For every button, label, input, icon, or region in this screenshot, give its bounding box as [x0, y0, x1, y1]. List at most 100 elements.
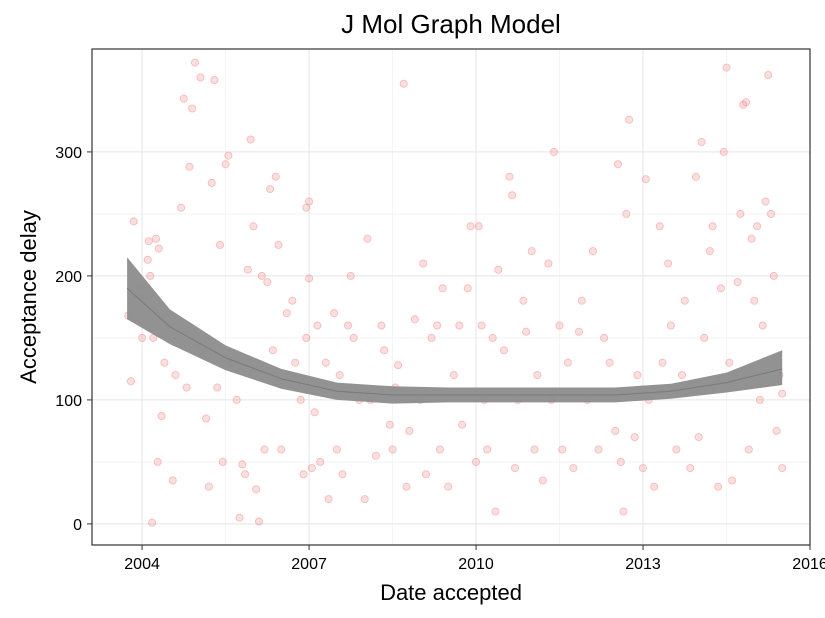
data-point — [767, 209, 776, 218]
data-point — [307, 464, 316, 473]
data-point — [271, 172, 280, 181]
data-point — [282, 309, 291, 318]
data-point — [466, 222, 475, 231]
data-point — [764, 71, 773, 80]
data-point — [633, 371, 642, 380]
data-point — [419, 259, 428, 268]
data-point — [750, 296, 759, 305]
data-point — [641, 175, 650, 184]
x-tick-label: 2004 — [124, 556, 160, 573]
data-point — [246, 135, 255, 144]
data-point — [204, 482, 213, 491]
data-point — [338, 470, 347, 479]
data-point — [266, 185, 275, 194]
data-point — [371, 451, 380, 460]
data-point — [611, 426, 620, 435]
data-point — [533, 371, 542, 380]
data-point — [714, 482, 723, 491]
data-point — [129, 217, 138, 226]
data-point — [288, 296, 297, 305]
data-point — [221, 160, 230, 169]
data-point — [449, 371, 458, 380]
data-point — [755, 395, 764, 404]
data-point — [377, 321, 386, 330]
data-point — [232, 395, 241, 404]
data-point — [522, 327, 531, 336]
data-point — [488, 333, 497, 342]
data-point — [705, 247, 714, 256]
data-point — [257, 271, 266, 280]
plot-background — [92, 49, 810, 545]
smooth-ribbon — [126, 257, 783, 404]
data-point — [241, 470, 250, 479]
data-point — [630, 433, 639, 442]
data-point — [527, 247, 536, 256]
data-point — [600, 333, 609, 342]
data-point — [569, 464, 578, 473]
data-point — [243, 265, 252, 274]
data-point — [138, 333, 147, 342]
data-point — [302, 333, 311, 342]
data-point — [179, 94, 188, 103]
data-point — [438, 284, 447, 293]
data-point — [238, 460, 247, 469]
data-point — [388, 445, 397, 454]
data-point — [639, 464, 648, 473]
data-point — [694, 433, 703, 442]
y-axis-ticks: 0 100 200 300 — [55, 145, 92, 534]
data-point — [213, 383, 222, 392]
data-point — [310, 408, 319, 417]
data-point — [332, 445, 341, 454]
data-point — [508, 191, 517, 200]
data-point — [458, 420, 467, 429]
data-point — [235, 513, 244, 522]
data-point — [716, 284, 725, 293]
data-point — [686, 464, 695, 473]
data-point — [421, 470, 430, 479]
x-tick-label: 2013 — [625, 556, 661, 573]
x-tick-label: 2016 — [792, 556, 825, 573]
data-point — [719, 147, 728, 156]
data-point — [305, 274, 314, 283]
data-point — [650, 482, 659, 491]
data-point — [182, 383, 191, 392]
data-point — [330, 309, 339, 318]
data-point — [672, 445, 681, 454]
data-point — [505, 172, 514, 181]
data-point — [363, 234, 372, 243]
data-point — [555, 321, 564, 330]
data-point — [394, 361, 403, 370]
x-tick-label: 2010 — [458, 556, 494, 573]
data-point — [550, 147, 559, 156]
data-point — [151, 234, 160, 243]
data-point — [154, 244, 163, 253]
data-point — [160, 358, 169, 367]
data-point — [678, 371, 687, 380]
data-point — [605, 358, 614, 367]
data-point — [510, 464, 519, 473]
data-point — [146, 271, 155, 280]
data-point — [433, 321, 442, 330]
data-point — [778, 389, 787, 398]
data-point — [778, 464, 787, 473]
data-point — [343, 321, 352, 330]
data-point — [127, 377, 136, 386]
data-point — [405, 426, 414, 435]
data-point — [614, 160, 623, 169]
data-point — [474, 222, 483, 231]
data-point — [218, 457, 227, 466]
data-point — [296, 395, 305, 404]
data-point — [254, 517, 263, 526]
data-point — [558, 445, 567, 454]
data-point — [499, 346, 508, 355]
data-point — [444, 482, 453, 491]
data-point — [324, 495, 333, 504]
data-point — [185, 162, 194, 171]
data-point — [477, 321, 486, 330]
data-point — [666, 321, 675, 330]
data-point — [463, 284, 472, 293]
data-point — [619, 507, 628, 516]
data-point — [399, 79, 408, 88]
data-point — [274, 240, 283, 249]
data-point — [742, 98, 751, 107]
